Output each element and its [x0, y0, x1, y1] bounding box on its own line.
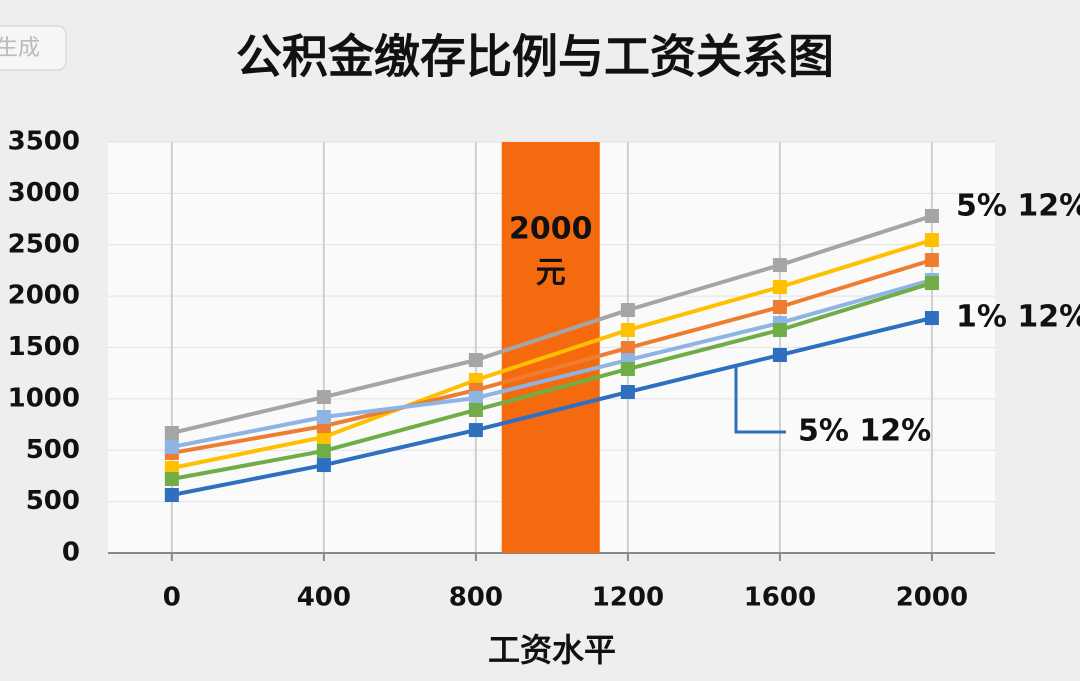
x-tick-label: 1200 [592, 583, 664, 613]
series-marker [468, 390, 483, 405]
series-marker [924, 253, 939, 268]
y-tick-label: 500 [26, 486, 80, 516]
band-label: 元 [536, 256, 566, 291]
series-marker [316, 390, 331, 405]
annotation: 1% 12% [956, 300, 1080, 335]
series-marker [620, 385, 635, 400]
generate-button[interactable] [0, 25, 67, 71]
series-line [171, 316, 933, 497]
series-marker [620, 303, 635, 318]
annotation: 5% 12% [956, 189, 1080, 224]
series-marker [772, 299, 787, 314]
y-tick-label: 3500 [8, 127, 80, 157]
x-tick-label: 0 [163, 583, 181, 613]
y-tick-label: 500 [26, 435, 80, 465]
series-marker [164, 487, 179, 502]
series-marker [772, 280, 787, 295]
series-marker [316, 429, 331, 444]
y-tick-label: 1500 [8, 332, 80, 362]
series-marker [316, 410, 331, 425]
y-tick-label: 0 [62, 538, 80, 568]
y-tick-label: 2500 [8, 229, 80, 259]
series-marker [164, 472, 179, 487]
series-marker [924, 311, 939, 326]
y-tick-label: 3000 [8, 178, 80, 208]
x-tick-label: 2000 [896, 583, 968, 613]
series-marker [772, 323, 787, 338]
series-marker [164, 439, 179, 454]
chart-title: 公积金缴存比例与工资关系图 [236, 30, 834, 84]
button-label[interactable]: 生成 [0, 36, 40, 61]
x-axis-label: 工资水平 [488, 631, 616, 669]
series-line [171, 238, 933, 470]
x-tick-label: 1600 [744, 583, 816, 613]
series-marker [924, 208, 939, 223]
x-tick-label: 400 [297, 583, 351, 613]
series-marker [620, 340, 635, 355]
series-marker [620, 361, 635, 376]
series-line [171, 278, 933, 449]
series-marker [924, 233, 939, 248]
series-line [171, 258, 933, 455]
series-marker [468, 402, 483, 417]
annotation: 5% 12% [798, 414, 931, 449]
series-marker [468, 423, 483, 438]
series-marker [924, 276, 939, 291]
series-line [171, 214, 933, 435]
band-label: 2000 [509, 212, 593, 247]
x-tick-label: 800 [449, 583, 503, 613]
series-marker [164, 460, 179, 475]
series-line [171, 281, 933, 481]
series-marker [164, 425, 179, 440]
series-marker [316, 458, 331, 473]
y-tick-label: 1000 [8, 383, 80, 413]
series-marker [316, 443, 331, 458]
y-tick-label: 2000 [8, 281, 80, 311]
series-marker [772, 258, 787, 273]
series-marker [468, 353, 483, 368]
series-marker [772, 348, 787, 363]
leader-line [734, 365, 786, 434]
series-marker [620, 323, 635, 338]
